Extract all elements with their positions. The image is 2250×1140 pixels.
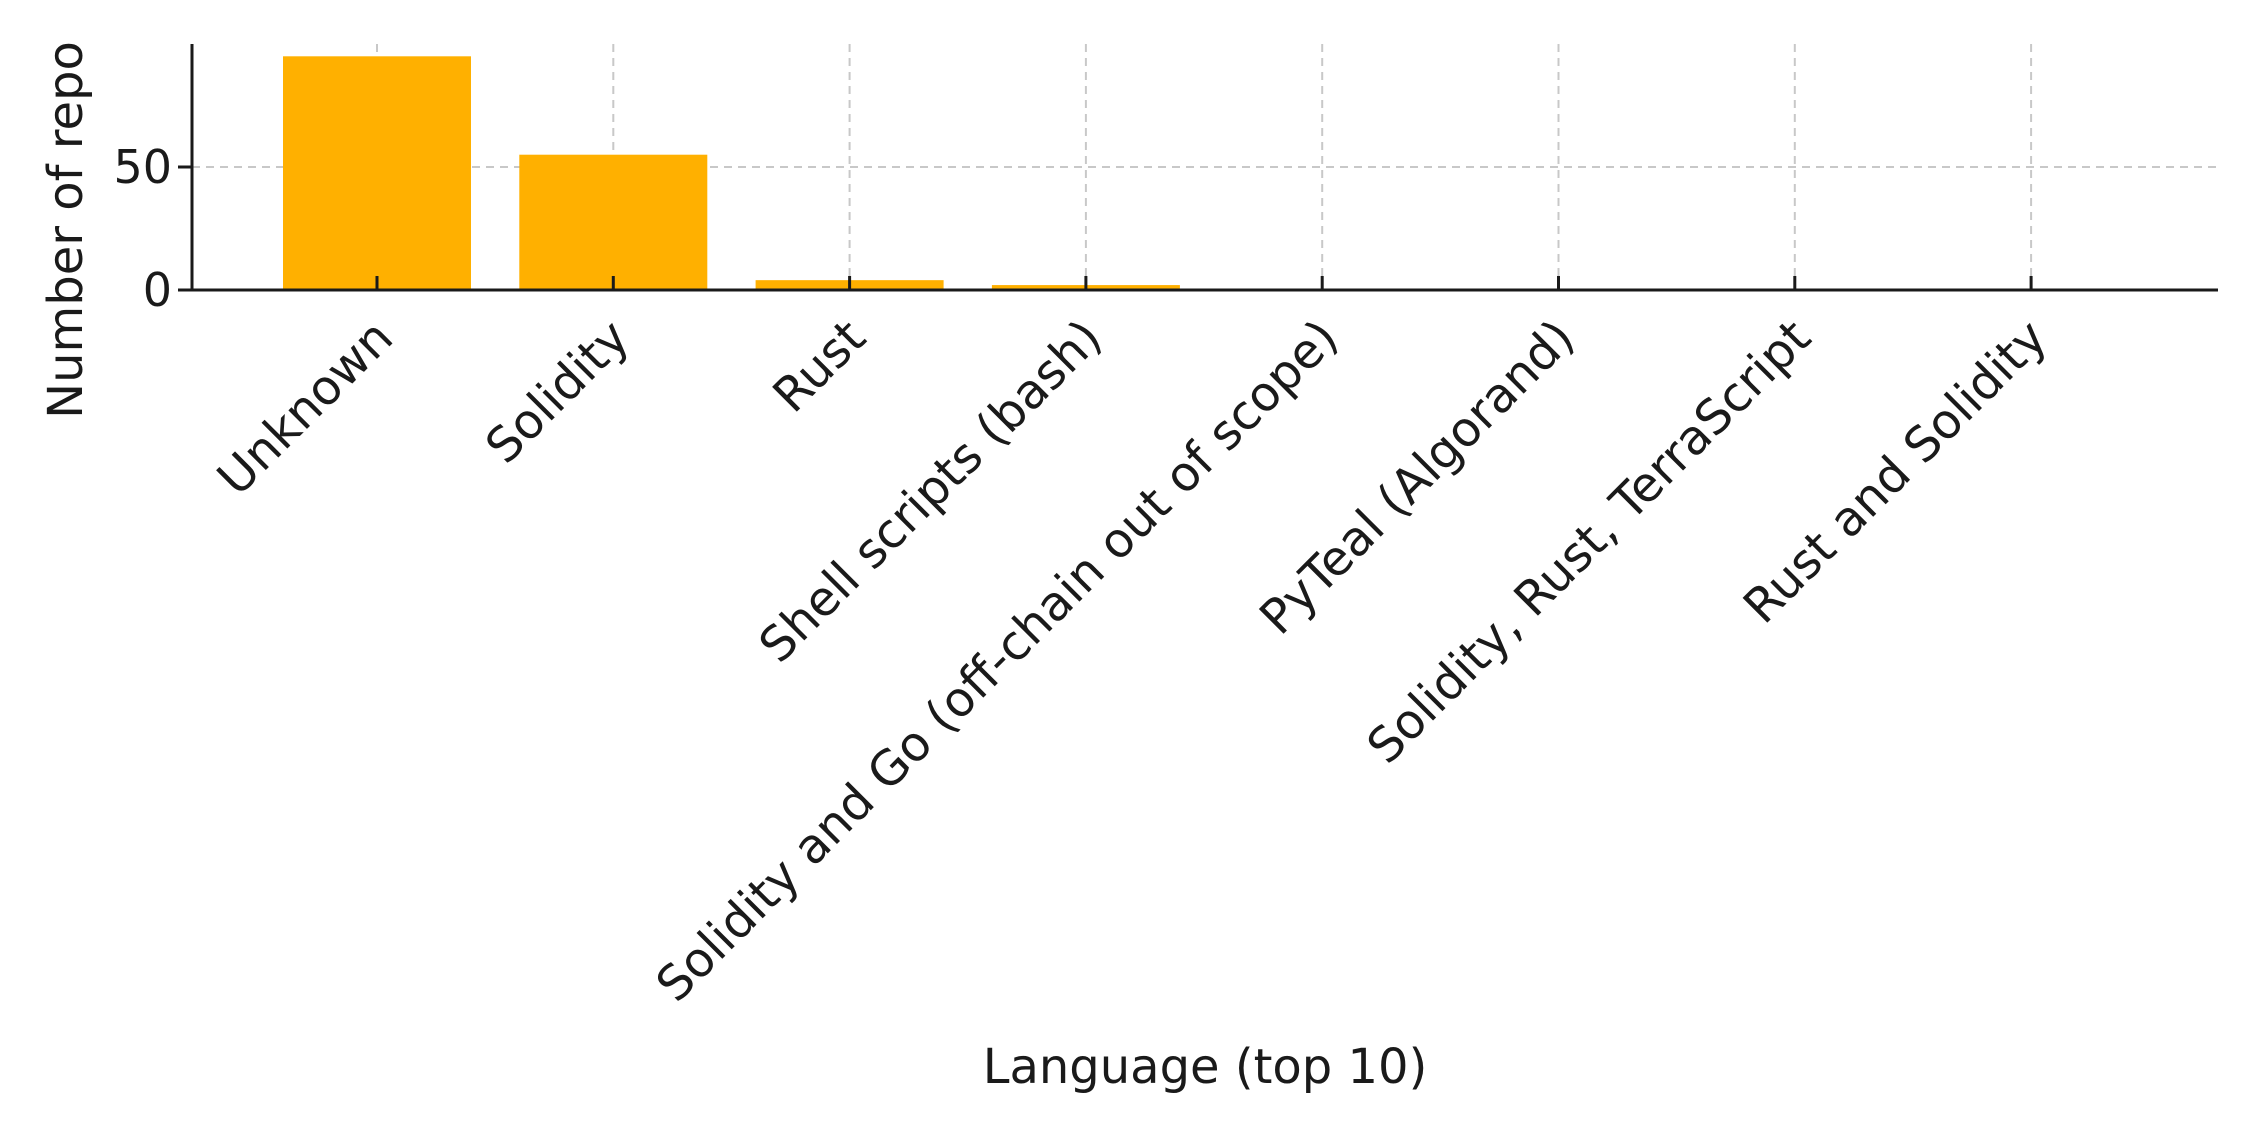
x-tick-label: Solidity (475, 309, 640, 474)
x-tick-label: Rust (762, 309, 876, 423)
x-tick-label: Solidity, Rust, TerraScript (1356, 309, 1821, 774)
x-axis-title: Language (top 10) (983, 1039, 1428, 1095)
grid-layer (192, 44, 2218, 290)
bar-unknown (283, 56, 471, 290)
y-tick-label: 0 (143, 263, 172, 317)
x-tick-label: Unknown (207, 309, 404, 506)
y-axis-title: Number of repo (38, 41, 94, 419)
y-tick-label: 50 (113, 140, 172, 194)
bars-layer (283, 56, 1180, 290)
bar-solidity (519, 154, 708, 290)
